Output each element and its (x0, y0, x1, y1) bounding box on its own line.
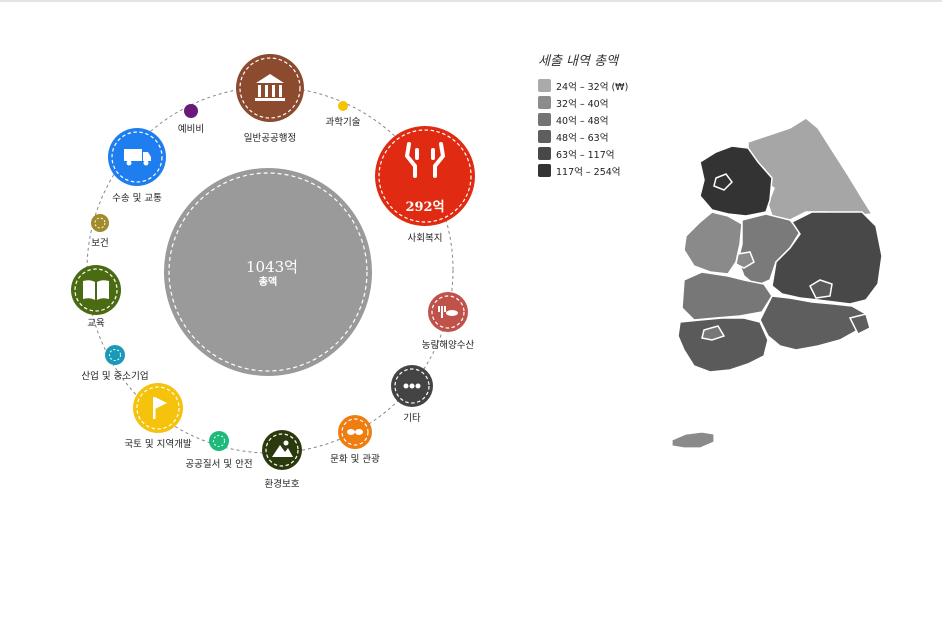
category-node-transport[interactable]: 수송 및 교통 (108, 128, 166, 204)
legend-swatch (538, 96, 551, 109)
category-label: 산업 및 중소기업 (81, 370, 148, 382)
hands-icon (404, 142, 446, 178)
legend-item: 63억 – 117억 (538, 145, 628, 162)
category-node-edu[interactable]: 교육 (71, 265, 121, 329)
category-node-agri[interactable]: 농림해양수산 (422, 292, 475, 351)
category-node-science[interactable]: 과학기술 (326, 101, 361, 128)
truck-icon (124, 149, 151, 166)
legend-title: 세출 내역 총액 (538, 54, 619, 69)
ring-icon (109, 349, 121, 361)
region-daejeon[interactable] (735, 251, 755, 269)
region-daegu[interactable] (809, 279, 833, 299)
category-node-etc[interactable]: 기타 (391, 365, 433, 424)
mountain-icon (272, 440, 293, 457)
region-chungnam[interactable] (683, 211, 743, 275)
region-gyeongbuk[interactable] (771, 211, 883, 305)
category-label: 사회복지 (408, 233, 443, 244)
orbit-ring (86, 86, 454, 454)
category-node-safety[interactable]: 공공질서 및 안전 (185, 431, 253, 470)
legend-swatch (538, 79, 551, 92)
total-circle[interactable]: 1043억 총액 (164, 168, 372, 376)
mask-icon (347, 429, 363, 435)
category-node-general[interactable]: 일반공공행정 (236, 54, 304, 144)
region-busan[interactable] (848, 313, 871, 336)
legend-swatch (538, 147, 551, 160)
legend-label: 63억 – 117억 (556, 149, 615, 161)
category-label: 농림해양수산 (422, 339, 475, 351)
legend-label: 32억 – 40억 (556, 98, 609, 110)
category-label: 국토 및 지역개발 (124, 438, 191, 450)
region-gyeonggi[interactable] (699, 145, 773, 217)
category-circle (105, 345, 125, 365)
category-circle (375, 126, 475, 226)
category-label: 예비비 (178, 124, 204, 135)
flag-icon (153, 397, 167, 419)
region-seoul[interactable] (713, 173, 733, 191)
category-label: 문화 및 관광 (330, 453, 380, 465)
category-node-env[interactable]: 환경보호 (262, 430, 302, 490)
category-label: 공공질서 및 안전 (185, 458, 252, 470)
category-circle (71, 265, 121, 315)
total-label: 총액 (259, 275, 277, 288)
category-label: 과학기술 (326, 117, 361, 128)
total-value: 1043억 (246, 258, 298, 276)
category-label: 일반공공행정 (244, 132, 296, 144)
category-node-health[interactable]: 보건 (91, 214, 109, 249)
map-legend: 세출 내역 총액 24억 – 32억 (₩) 32억 – 40억 40억 – 48억… (538, 50, 628, 179)
category-circle (91, 214, 109, 232)
category-circle (236, 54, 304, 122)
ring-icon (213, 435, 225, 447)
legend-item: 40억 – 48억 (538, 111, 628, 128)
legend-label: 24억 – 32억 (₩) (556, 81, 629, 93)
region-gyeongnam[interactable] (759, 295, 867, 351)
category-label: 교육 (87, 318, 105, 329)
region-jeju[interactable] (671, 431, 715, 449)
category-node-reserve[interactable]: 예비비 (178, 104, 204, 135)
category-node-culture[interactable]: 문화 및 관광 (330, 415, 380, 465)
fish-icon (438, 306, 458, 318)
ring-icon (94, 217, 106, 229)
bank-icon (255, 74, 285, 101)
legend-label: 48억 – 63억 (556, 132, 609, 144)
book-icon (83, 280, 109, 300)
legend-swatch (538, 130, 551, 143)
legend-item: 48억 – 63억 (538, 128, 628, 145)
region-gwangju[interactable] (701, 325, 726, 341)
category-circle (184, 104, 198, 118)
category-label: 보건 (91, 238, 108, 249)
category-node-land[interactable]: 국토 및 지역개발 (124, 383, 192, 450)
category-circle (338, 101, 348, 111)
category-label: 환경보호 (265, 478, 300, 490)
korea-map (671, 117, 883, 449)
legend-item: 24억 – 32억 (₩) (538, 77, 628, 94)
category-label: 기타 (403, 413, 421, 424)
top-border (0, 0, 942, 2)
legend-swatch (538, 164, 551, 177)
legend-swatch (538, 113, 551, 126)
legend-label: 117억 – 254억 (556, 166, 621, 178)
more-icon (403, 383, 421, 389)
category-label: 수송 및 교통 (112, 192, 162, 204)
category-node-industry[interactable]: 산업 및 중소기업 (81, 345, 149, 382)
category-circle (209, 431, 229, 451)
legend-label: 40억 – 48억 (556, 115, 609, 127)
region-jeonbuk[interactable] (681, 271, 773, 321)
legend-item: 117억 – 254억 (538, 162, 628, 179)
category-circle (133, 383, 183, 433)
legend-item: 32억 – 40억 (538, 94, 628, 111)
category-value: 292억 (405, 200, 444, 215)
region-jeonnam[interactable] (677, 317, 769, 373)
